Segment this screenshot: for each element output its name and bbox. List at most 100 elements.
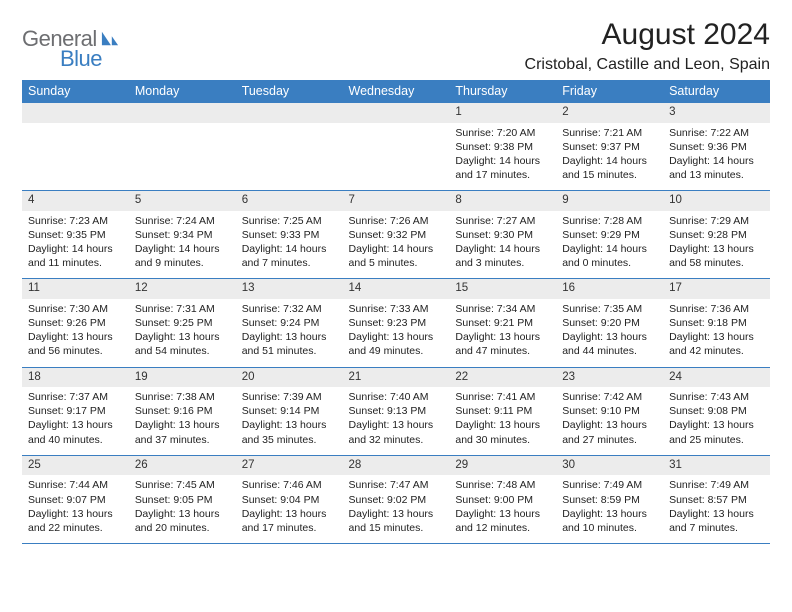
day-number: 20	[236, 368, 343, 388]
sunset: Sunset: 9:37 PM	[562, 140, 657, 154]
sunrise: Sunrise: 7:22 AM	[669, 126, 764, 140]
daylight-line1: Daylight: 13 hours	[28, 507, 123, 521]
day-info: Sunrise: 7:20 AMSunset: 9:38 PMDaylight:…	[449, 123, 556, 191]
day-number	[129, 103, 236, 123]
day-number: 29	[449, 456, 556, 476]
daylight-line1: Daylight: 13 hours	[135, 507, 230, 521]
sunrise: Sunrise: 7:38 AM	[135, 390, 230, 404]
day-number: 22	[449, 368, 556, 388]
day-number: 10	[663, 191, 770, 211]
day-info: Sunrise: 7:42 AMSunset: 9:10 PMDaylight:…	[556, 387, 663, 455]
sunrise: Sunrise: 7:39 AM	[242, 390, 337, 404]
sunset: Sunset: 9:21 PM	[455, 316, 550, 330]
calendar-cell: 9Sunrise: 7:28 AMSunset: 9:29 PMDaylight…	[556, 191, 663, 279]
calendar-cell: 7Sunrise: 7:26 AMSunset: 9:32 PMDaylight…	[343, 191, 450, 279]
day-info: Sunrise: 7:24 AMSunset: 9:34 PMDaylight:…	[129, 211, 236, 279]
daylight-line2: and 9 minutes.	[135, 256, 230, 270]
sunrise: Sunrise: 7:46 AM	[242, 478, 337, 492]
sunrise: Sunrise: 7:49 AM	[562, 478, 657, 492]
day-info: Sunrise: 7:48 AMSunset: 9:00 PMDaylight:…	[449, 475, 556, 543]
day-info: Sunrise: 7:43 AMSunset: 9:08 PMDaylight:…	[663, 387, 770, 455]
daylight-line2: and 15 minutes.	[562, 168, 657, 182]
daylight-line1: Daylight: 13 hours	[242, 330, 337, 344]
day-number	[22, 103, 129, 123]
sunset: Sunset: 9:13 PM	[349, 404, 444, 418]
sunrise: Sunrise: 7:45 AM	[135, 478, 230, 492]
daylight-line2: and 44 minutes.	[562, 344, 657, 358]
sunset: Sunset: 9:18 PM	[669, 316, 764, 330]
calendar-cell: 17Sunrise: 7:36 AMSunset: 9:18 PMDayligh…	[663, 279, 770, 367]
weekday-sat: Saturday	[663, 80, 770, 103]
header: GeneralBlue August 2024 Cristobal, Casti…	[22, 18, 770, 74]
sunset: Sunset: 9:02 PM	[349, 493, 444, 507]
sunrise: Sunrise: 7:30 AM	[28, 302, 123, 316]
sunrise: Sunrise: 7:29 AM	[669, 214, 764, 228]
daylight-line1: Daylight: 13 hours	[455, 418, 550, 432]
calendar-cell: 27Sunrise: 7:46 AMSunset: 9:04 PMDayligh…	[236, 455, 343, 543]
sunset: Sunset: 9:29 PM	[562, 228, 657, 242]
sunrise: Sunrise: 7:44 AM	[28, 478, 123, 492]
daylight-line1: Daylight: 14 hours	[242, 242, 337, 256]
day-info: Sunrise: 7:29 AMSunset: 9:28 PMDaylight:…	[663, 211, 770, 279]
daylight-line1: Daylight: 13 hours	[349, 330, 444, 344]
calendar-cell: 30Sunrise: 7:49 AMSunset: 8:59 PMDayligh…	[556, 455, 663, 543]
calendar-cell: 1Sunrise: 7:20 AMSunset: 9:38 PMDaylight…	[449, 103, 556, 191]
sunset: Sunset: 9:00 PM	[455, 493, 550, 507]
daylight-line1: Daylight: 14 hours	[562, 242, 657, 256]
day-number: 23	[556, 368, 663, 388]
sunset: Sunset: 9:24 PM	[242, 316, 337, 330]
day-number: 16	[556, 279, 663, 299]
calendar-cell: 3Sunrise: 7:22 AMSunset: 9:36 PMDaylight…	[663, 103, 770, 191]
daylight-line1: Daylight: 13 hours	[28, 330, 123, 344]
day-number: 4	[22, 191, 129, 211]
sunset: Sunset: 9:17 PM	[28, 404, 123, 418]
calendar-cell: 14Sunrise: 7:33 AMSunset: 9:23 PMDayligh…	[343, 279, 450, 367]
sunset: Sunset: 9:32 PM	[349, 228, 444, 242]
day-number: 24	[663, 368, 770, 388]
calendar-cell: 29Sunrise: 7:48 AMSunset: 9:00 PMDayligh…	[449, 455, 556, 543]
calendar-cell: 5Sunrise: 7:24 AMSunset: 9:34 PMDaylight…	[129, 191, 236, 279]
daylight-line2: and 7 minutes.	[669, 521, 764, 535]
daylight-line1: Daylight: 14 hours	[349, 242, 444, 256]
daylight-line1: Daylight: 13 hours	[562, 418, 657, 432]
day-info	[129, 123, 236, 179]
day-number: 27	[236, 456, 343, 476]
day-number	[343, 103, 450, 123]
daylight-line1: Daylight: 13 hours	[669, 418, 764, 432]
month-title: August 2024	[525, 18, 770, 52]
calendar-cell: 21Sunrise: 7:40 AMSunset: 9:13 PMDayligh…	[343, 367, 450, 455]
daylight-line2: and 12 minutes.	[455, 521, 550, 535]
sunrise: Sunrise: 7:27 AM	[455, 214, 550, 228]
day-info: Sunrise: 7:22 AMSunset: 9:36 PMDaylight:…	[663, 123, 770, 191]
calendar-cell: 24Sunrise: 7:43 AMSunset: 9:08 PMDayligh…	[663, 367, 770, 455]
day-number: 1	[449, 103, 556, 123]
day-number: 30	[556, 456, 663, 476]
sunset: Sunset: 9:35 PM	[28, 228, 123, 242]
daylight-line2: and 7 minutes.	[242, 256, 337, 270]
sunset: Sunset: 9:23 PM	[349, 316, 444, 330]
day-number: 21	[343, 368, 450, 388]
daylight-line2: and 17 minutes.	[455, 168, 550, 182]
day-info: Sunrise: 7:38 AMSunset: 9:16 PMDaylight:…	[129, 387, 236, 455]
sunset: Sunset: 9:16 PM	[135, 404, 230, 418]
sunrise: Sunrise: 7:25 AM	[242, 214, 337, 228]
calendar-cell	[236, 103, 343, 191]
sunrise: Sunrise: 7:34 AM	[455, 302, 550, 316]
daylight-line1: Daylight: 13 hours	[242, 507, 337, 521]
day-info: Sunrise: 7:21 AMSunset: 9:37 PMDaylight:…	[556, 123, 663, 191]
day-number: 26	[129, 456, 236, 476]
day-number	[236, 103, 343, 123]
sunset: Sunset: 9:26 PM	[28, 316, 123, 330]
daylight-line1: Daylight: 13 hours	[242, 418, 337, 432]
daylight-line2: and 30 minutes.	[455, 433, 550, 447]
daylight-line2: and 37 minutes.	[135, 433, 230, 447]
sunrise: Sunrise: 7:37 AM	[28, 390, 123, 404]
weekday-sun: Sunday	[22, 80, 129, 103]
sunrise: Sunrise: 7:32 AM	[242, 302, 337, 316]
daylight-line1: Daylight: 13 hours	[349, 418, 444, 432]
day-number: 14	[343, 279, 450, 299]
calendar-cell: 19Sunrise: 7:38 AMSunset: 9:16 PMDayligh…	[129, 367, 236, 455]
sunset: Sunset: 9:33 PM	[242, 228, 337, 242]
sunrise: Sunrise: 7:49 AM	[669, 478, 764, 492]
day-info: Sunrise: 7:49 AMSunset: 8:57 PMDaylight:…	[663, 475, 770, 543]
